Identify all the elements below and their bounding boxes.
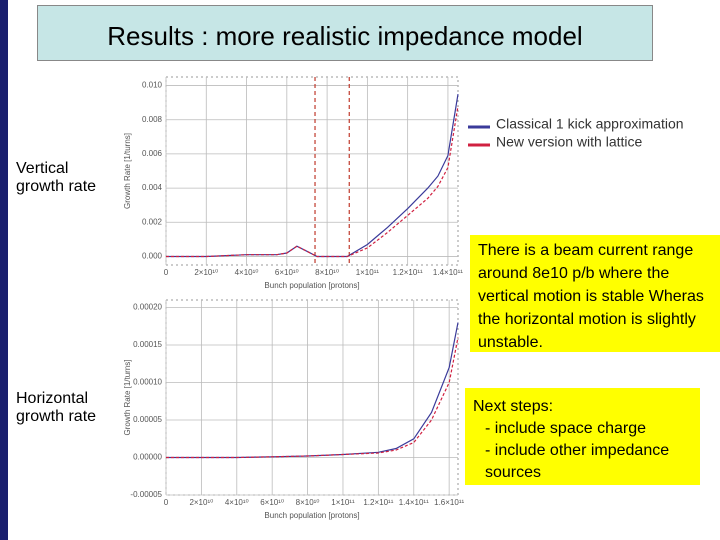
slide-title: Results : more realistic impedance model (37, 5, 653, 61)
legend-label: New version with lattice (496, 134, 642, 150)
y-tick-label: 0.00000 (133, 453, 162, 462)
side-stripe (0, 0, 8, 540)
side-label: Horizontal growth rate (16, 390, 97, 425)
x-tick-label: 6×10¹⁰ (260, 498, 284, 507)
series-line (166, 337, 459, 459)
x-tick-label: 1.2×10¹¹ (363, 498, 393, 507)
x-tick-label: 8×10¹⁰ (296, 498, 320, 507)
series-line (166, 106, 459, 258)
x-tick-label: 6×10¹⁰ (275, 268, 299, 277)
x-tick-label: 1×10¹¹ (356, 268, 380, 277)
x-tick-label: 4×10¹⁰ (225, 498, 249, 507)
y-tick-label: 0.010 (142, 81, 163, 90)
next-step: - include space charge (485, 420, 646, 437)
y-tick-label: 0.000 (142, 252, 163, 261)
x-tick-label: 1.2×10¹¹ (393, 268, 423, 277)
x-tick-label: 1×10¹¹ (331, 498, 355, 507)
x-axis-label: Bunch population [protons] (264, 281, 359, 290)
legend-box (468, 115, 713, 153)
x-tick-label: 2×10¹⁰ (194, 268, 218, 277)
y-axis-label: Growth Rate [1/turns] (123, 359, 132, 435)
next-steps-heading: Next steps: (473, 398, 554, 415)
y-tick-label: 0.00005 (133, 415, 162, 424)
x-tick-label: 1.4×10¹¹ (433, 268, 463, 277)
x-tick-label: 0 (164, 268, 169, 277)
plot-area (165, 299, 459, 496)
series-line (166, 322, 459, 459)
y-axis-label: Growth Rate [1/turns] (123, 133, 132, 209)
y-tick-label: -0.00005 (130, 490, 162, 499)
note-box: There is a beam current range around 8e1… (470, 235, 720, 352)
y-tick-label: 0.008 (142, 115, 163, 124)
legend-label: Classical 1 kick approximation (496, 116, 684, 132)
y-tick-label: 0.00010 (133, 378, 162, 387)
plot-area (165, 76, 459, 266)
x-tick-label: 4×10¹⁰ (235, 268, 259, 277)
y-tick-label: 0.002 (142, 217, 163, 226)
x-tick-label: 0 (164, 498, 169, 507)
x-tick-label: 1.6×10¹¹ (434, 498, 464, 507)
side-label: Vertical growth rate (16, 160, 97, 195)
y-tick-label: 0.006 (142, 149, 163, 158)
x-axis-label: Bunch population [protons] (264, 511, 359, 520)
y-tick-label: 0.004 (142, 183, 163, 192)
next-step: - include other impedance sources (485, 442, 670, 481)
y-tick-label: 0.00020 (133, 303, 162, 312)
y-tick-label: 0.00015 (133, 340, 162, 349)
next-steps: Next steps: - include space charge - inc… (465, 388, 700, 485)
x-tick-label: 8×10¹⁰ (315, 268, 339, 277)
x-tick-label: 1.4×10¹¹ (399, 498, 429, 507)
x-tick-label: 2×10¹⁰ (189, 498, 213, 507)
